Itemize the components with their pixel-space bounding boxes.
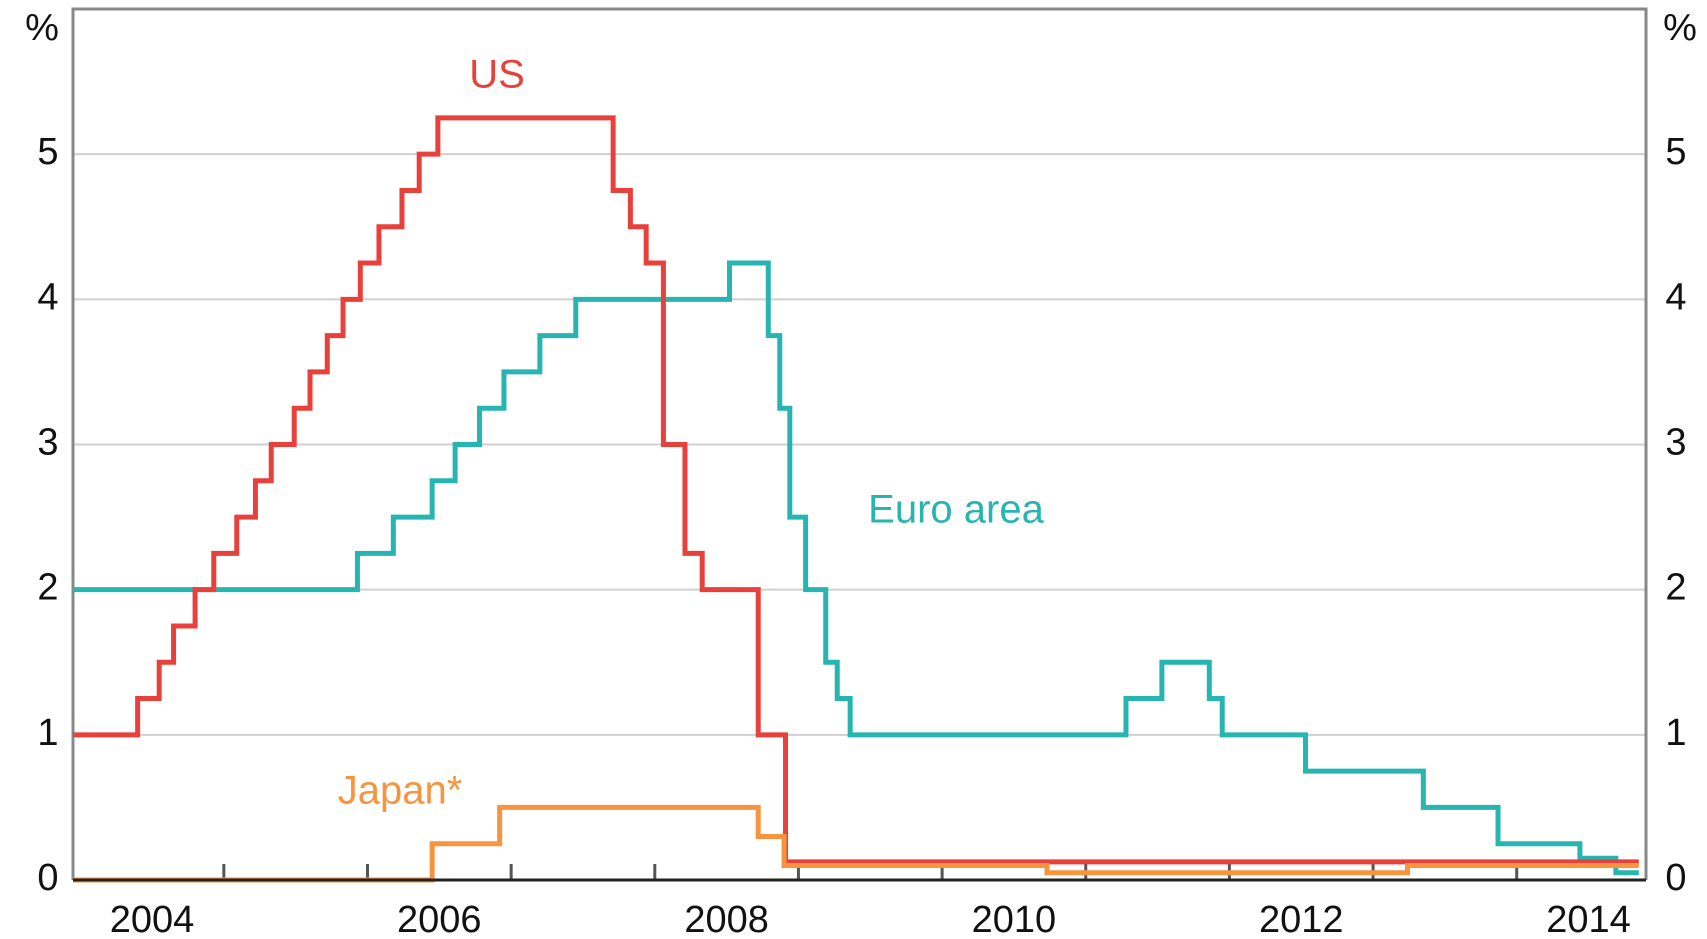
y2-tick-label: 4 [1665,276,1686,318]
y-tick-label: 5 [37,131,58,173]
x-tick-label: 2008 [684,899,769,939]
y2-tick-label: 1 [1665,712,1686,754]
y2-tick-label: 5 [1665,131,1686,173]
plot-frame [71,7,1648,880]
y-tick-label: 3 [37,422,58,464]
series-line [73,115,1639,865]
y2-unit: % [1663,7,1697,49]
series-label: Japan* [338,769,463,813]
y2-tick-label: 2 [1665,567,1686,609]
x-tick-label: 2014 [1546,899,1631,939]
series-line [73,804,1639,883]
x-tick-label: 2012 [1259,899,1344,939]
y2-tick-label: 0 [1665,857,1686,899]
y-tick-label: 4 [37,276,58,318]
y2-tick-label: 3 [1665,422,1686,464]
y-unit: % [25,7,59,49]
x-tick-label: 2004 [110,899,195,939]
y-tick-label: 1 [37,712,58,754]
x-tick-label: 2010 [972,899,1057,939]
x-tick-label: 2006 [397,899,482,939]
y-tick-label: 2 [37,567,58,609]
series-line [73,260,1639,876]
series-label: Euro area [868,488,1044,532]
y-tick-label: 0 [37,857,58,899]
series-label: US [469,53,525,97]
